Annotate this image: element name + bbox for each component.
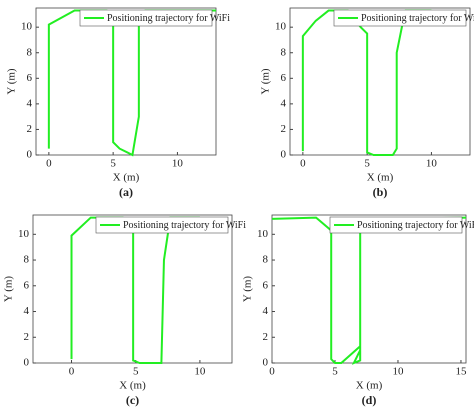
x-axis-label: X (m) <box>113 172 140 184</box>
x-tick-label: 0 <box>300 158 306 170</box>
y-tick-label: 4 <box>263 305 269 317</box>
plot-area <box>35 7 217 156</box>
x-axis-label: X (m) <box>119 380 146 392</box>
y-tick-label: 4 <box>24 305 30 317</box>
y-tick-label: 2 <box>281 123 287 135</box>
y-tick-label: 0 <box>27 149 33 161</box>
x-tick-label: 10 <box>172 158 184 170</box>
y-tick-label: 0 <box>281 149 287 161</box>
y-tick-label: 0 <box>24 357 30 369</box>
x-tick-label: 5 <box>332 366 338 378</box>
legend-label: Positioning trajectory for WiFi <box>357 220 474 231</box>
trajectory-line <box>301 9 432 156</box>
plot-area <box>271 214 467 364</box>
y-axis-label: Y (m) <box>242 276 254 303</box>
x-tick-label: 5 <box>364 158 370 170</box>
plot-area <box>289 7 471 156</box>
y-tick-label: 0 <box>263 357 269 369</box>
x-tick-label: 0 <box>46 158 52 170</box>
x-tick-label: 0 <box>269 366 275 378</box>
x-axis-label: X (m) <box>356 380 383 392</box>
y-tick-label: 10 <box>275 21 287 33</box>
legend-box <box>329 216 463 234</box>
y-tick-label: 2 <box>263 331 269 343</box>
y-tick-label: 6 <box>27 72 33 84</box>
y-axis-label: Y (m) <box>6 68 18 95</box>
x-tick-label: 5 <box>133 366 139 378</box>
x-tick-label: 5 <box>110 158 116 170</box>
y-axis-label: Y (m) <box>260 68 272 95</box>
y-tick-label: 2 <box>27 123 33 135</box>
x-tick-label: 0 <box>69 366 75 378</box>
y-tick-label: 6 <box>263 279 269 291</box>
y-tick-label: 8 <box>281 46 287 58</box>
legend-box <box>79 9 213 27</box>
y-tick-label: 2 <box>24 331 30 343</box>
legend-box <box>333 9 467 27</box>
caption: (c) <box>126 393 139 407</box>
y-tick-label: 4 <box>281 97 287 109</box>
y-tick-label: 10 <box>18 228 30 240</box>
y-tick-label: 6 <box>281 72 287 84</box>
x-axis-label: X (m) <box>367 172 394 184</box>
caption: (a) <box>119 185 133 199</box>
y-tick-label: 8 <box>24 254 30 266</box>
y-tick-label: 4 <box>27 97 33 109</box>
legend-label: Positioning trajectory for WiFi <box>361 13 474 24</box>
x-tick-label: 15 <box>455 366 467 378</box>
legend-label: Positioning trajectory for WiFi <box>107 13 230 24</box>
x-tick-label: 10 <box>194 366 206 378</box>
y-tick-label: 8 <box>263 254 269 266</box>
y-tick-label: 6 <box>24 279 30 291</box>
legend-box <box>95 216 229 234</box>
y-tick-label: 10 <box>257 228 269 240</box>
caption: (d) <box>362 393 377 407</box>
x-tick-label: 10 <box>392 366 404 378</box>
y-axis-label: Y (m) <box>3 276 15 303</box>
caption: (b) <box>373 185 388 199</box>
y-tick-label: 10 <box>21 21 33 33</box>
y-tick-label: 8 <box>27 46 33 58</box>
x-tick-label: 10 <box>426 158 438 170</box>
legend-label: Positioning trajectory for WiFi <box>123 220 246 231</box>
